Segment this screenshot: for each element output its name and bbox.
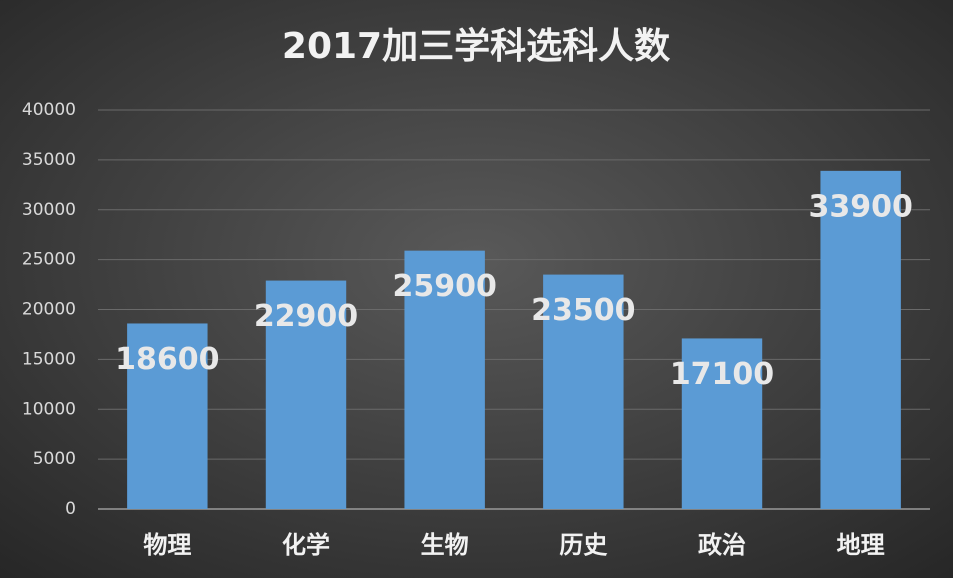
chart-title: 2017加三学科选科人数	[282, 25, 670, 67]
y-tick-label: 40000	[22, 100, 76, 120]
data-label: 33900	[808, 189, 912, 224]
data-label: 23500	[531, 293, 635, 328]
x-tick-label: 历史	[559, 531, 608, 559]
bar	[543, 274, 624, 509]
x-tick-label: 地理	[837, 531, 885, 559]
bar	[820, 170, 901, 509]
data-label: 18600	[115, 342, 219, 377]
y-tick-label: 10000	[22, 399, 76, 419]
data-label: 22900	[254, 299, 358, 334]
y-tick-label: 25000	[22, 250, 76, 270]
data-label: 17100	[670, 357, 774, 392]
bar	[681, 338, 763, 509]
y-tick-label: 15000	[22, 349, 76, 369]
y-tick-label: 5000	[33, 449, 76, 469]
x-tick-label: 生物	[421, 531, 469, 559]
bar	[265, 280, 347, 509]
data-label: 25900	[392, 269, 496, 304]
x-tick-label: 政治	[698, 531, 746, 559]
x-tick-label: 化学	[282, 531, 330, 559]
bar	[404, 250, 485, 509]
x-tick-label: 物理	[143, 531, 191, 559]
y-tick-label: 0	[65, 499, 76, 519]
y-tick-label: 35000	[22, 150, 76, 170]
y-tick-label: 30000	[22, 200, 76, 220]
y-tick-label: 20000	[22, 300, 76, 320]
bar	[127, 323, 208, 509]
